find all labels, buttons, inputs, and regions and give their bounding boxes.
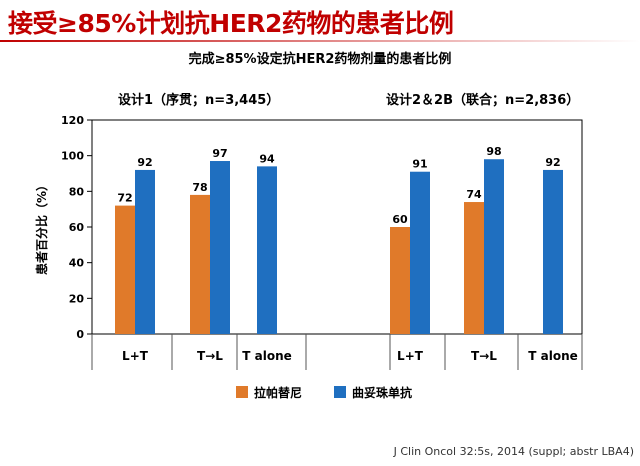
x-category-label: T alone <box>528 349 578 363</box>
legend-swatch <box>236 386 248 398</box>
y-tick-label: 80 <box>69 185 85 198</box>
bar-value-label: 91 <box>412 158 427 171</box>
plot-frame <box>91 119 583 335</box>
citation: J Clin Oncol 32:5s, 2014 (suppl; abstr L… <box>393 445 634 458</box>
bar-trastuzumab <box>484 159 504 334</box>
x-category-label: L+T <box>122 349 149 363</box>
legend-swatch <box>334 386 346 398</box>
y-tick-label: 100 <box>61 150 84 163</box>
bar-value-label: 98 <box>486 145 501 158</box>
x-category-label: T→L <box>471 349 497 363</box>
bar-trastuzumab <box>210 161 230 334</box>
bar-trastuzumab <box>257 166 277 334</box>
chart-title: 完成≥85%设定抗HER2药物剂量的患者比例 <box>189 51 452 67</box>
bar-value-label: 92 <box>545 156 560 169</box>
x-category-label: L+T <box>397 349 424 363</box>
y-tick-label: 40 <box>69 257 85 270</box>
legend-label: 拉帕替尼 <box>254 385 302 400</box>
bar-value-label: 78 <box>192 181 207 194</box>
bar-value-label: 72 <box>117 192 132 205</box>
bar-value-label: 92 <box>137 156 152 169</box>
y-tick-label: 60 <box>69 221 85 234</box>
bar-lapatinib <box>464 202 484 334</box>
bar-lapatinib <box>115 205 135 334</box>
bar-value-label: 97 <box>212 147 227 160</box>
bar-trastuzumab <box>543 169 563 334</box>
legend-label: 曲妥珠单抗 <box>352 385 412 400</box>
title-underline <box>0 40 640 42</box>
y-tick-label: 20 <box>69 292 85 305</box>
group-label: 设计2＆2B（联合；n=2,836） <box>386 92 579 108</box>
y-tick-label: 0 <box>76 328 84 341</box>
bar-value-label: 94 <box>259 152 275 165</box>
x-category-label: T alone <box>242 349 292 363</box>
y-tick-label: 120 <box>61 114 84 127</box>
group-label: 设计1（序贯；n=3,445） <box>118 92 279 108</box>
bar-trastuzumab <box>410 171 430 334</box>
bar-value-label: 60 <box>392 213 408 226</box>
y-axis-label: 患者百分比（%） <box>34 179 49 275</box>
x-category-label: T→L <box>197 349 223 363</box>
bar-trastuzumab <box>135 169 155 334</box>
bar-value-label: 74 <box>466 188 482 201</box>
bar-lapatinib <box>390 227 410 334</box>
bar-lapatinib <box>190 194 210 334</box>
slide-title: 接受≥85%计划抗HER2药物的患者比例 <box>8 9 454 38</box>
